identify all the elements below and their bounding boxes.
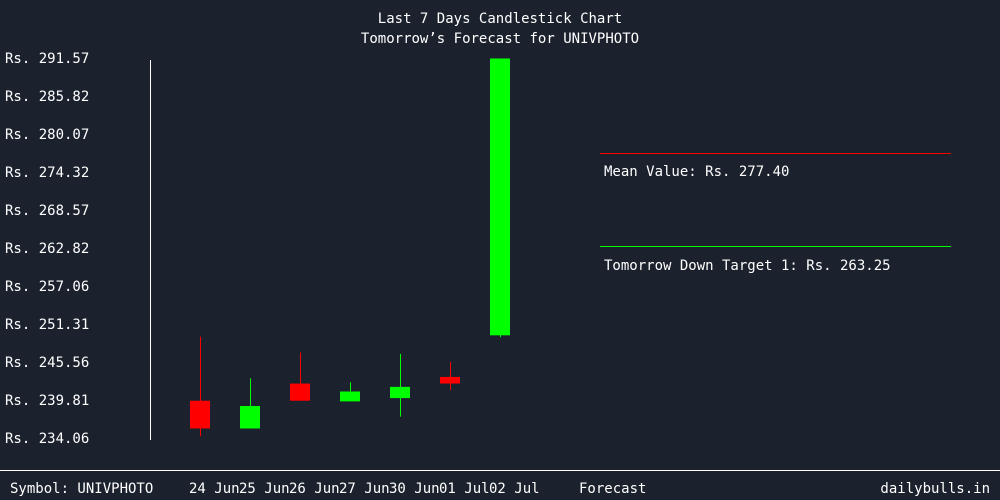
x-tick-label: 27 Jun: [339, 481, 390, 497]
y-tick-label: Rs. 285.82: [5, 89, 89, 105]
y-tick-label: Rs. 257.06: [5, 279, 89, 295]
candle-body: [190, 400, 210, 429]
x-tick-label: 25 Jun: [239, 481, 290, 497]
y-tick-label: Rs. 291.57: [5, 51, 89, 67]
y-tick-label: Rs. 245.56: [5, 355, 89, 371]
x-tick-label: 30 Jun: [389, 481, 440, 497]
down-target-label: Tomorrow Down Target 1: Rs. 263.25: [604, 258, 891, 274]
x-axis-tick-labels: 24 Jun 25 Jun 26 Jun 27 Jun 30 Jun 01 Jul 02 J…: [189, 481, 540, 497]
symbol-label: Symbol: UNIVPHOTO: [10, 481, 153, 497]
y-tick-label: Rs. 262.82: [5, 241, 89, 257]
chart-subtitle: Tomorrow’s Forecast for UNIVPHOTO: [361, 31, 639, 47]
y-axis-tick-labels: Rs. 291.57 Rs. 285.82 Rs. 280.07 Rs. 274.32…: [5, 51, 89, 447]
y-tick-label: Rs. 251.31: [5, 317, 89, 333]
y-tick-label: Rs. 234.06: [5, 431, 89, 447]
mean-value-label: Mean Value: Rs. 277.40: [604, 164, 789, 180]
site-label: dailybulls.in: [880, 481, 990, 497]
forecast-label: Forecast: [579, 481, 646, 497]
candles-group: [190, 58, 510, 437]
y-tick-label: Rs. 274.32: [5, 165, 89, 181]
x-tick-label: 26 Jun: [289, 481, 340, 497]
candle-body: [240, 406, 260, 429]
x-tick-label: 02 Jul: [489, 481, 540, 497]
candle-body: [340, 391, 360, 402]
candle-body: [290, 383, 310, 401]
chart-title: Last 7 Days Candlestick Chart: [378, 11, 622, 27]
x-tick-label: 01 Jul: [439, 481, 490, 497]
y-tick-label: Rs. 239.81: [5, 393, 89, 409]
y-tick-label: Rs. 280.07: [5, 127, 89, 143]
candle-body: [390, 386, 410, 399]
x-tick-label: 24 Jun: [189, 481, 240, 497]
candle-body: [440, 376, 460, 384]
y-tick-label: Rs. 268.57: [5, 203, 89, 219]
candle-body: [490, 58, 510, 336]
